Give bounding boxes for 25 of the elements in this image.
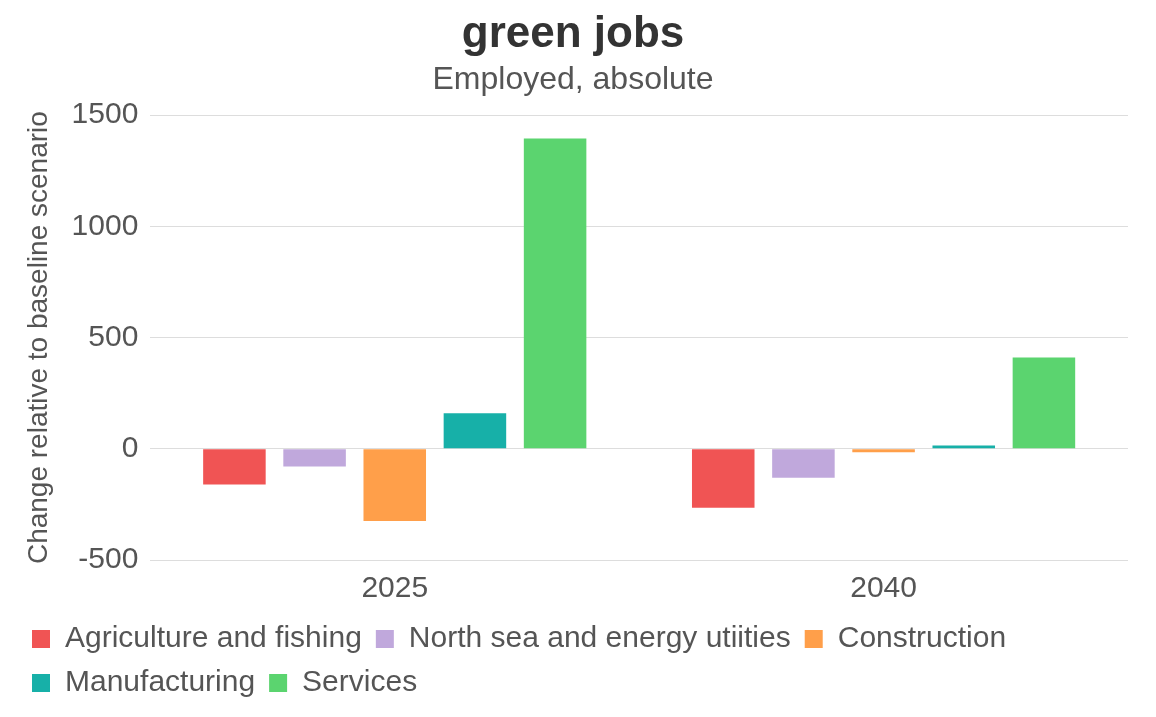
legend-label: Manufacturing [65,664,256,698]
x-tick-label: 2040 [850,570,917,604]
chart-subtitle: Employed, absolute [432,59,714,96]
y-tick-label: 1000 [71,207,139,241]
x-tick-label: 2025 [361,570,429,604]
y-tick-label: -500 [78,541,139,575]
bar [691,449,755,508]
legend-label: Agriculture and fishing [65,620,362,654]
bar [1012,357,1076,449]
bar [363,449,427,522]
bar [852,449,915,453]
legend-label: Services [302,664,418,698]
bar [443,413,507,449]
legend-label: North sea and energy utiities [408,620,791,654]
chart-title: green jobs [461,6,685,56]
bar [283,449,346,467]
y-tick-label: 0 [121,430,139,464]
bar [203,449,266,485]
y-axis-title: Change relative to baseline scenario [21,111,53,565]
y-tick-label: 1500 [71,96,139,130]
bar [932,445,996,449]
bar [772,449,835,478]
legend-label: Construction [837,620,1007,654]
y-tick-label: 500 [88,318,139,352]
bar [523,138,587,449]
